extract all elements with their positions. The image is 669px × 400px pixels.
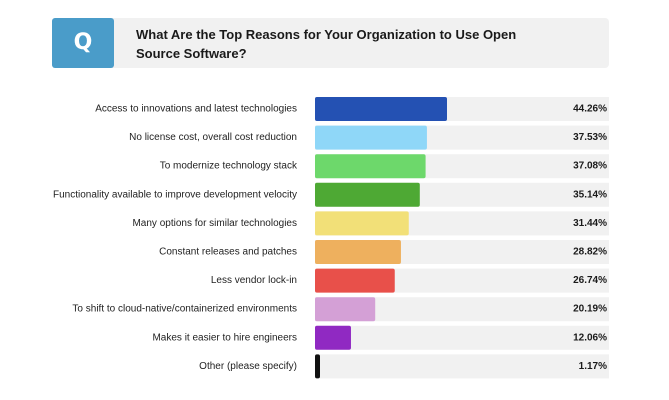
question-badge: Q — [52, 18, 114, 68]
category-label: To shift to cloud-native/containerized e… — [72, 304, 297, 315]
category-label: Constant releases and patches — [159, 247, 297, 258]
category-label: Less vendor lock-in — [211, 275, 297, 286]
bar — [315, 354, 320, 379]
value-label: 12.06% — [573, 332, 607, 343]
question-header: Q What Are the Top Reasons for Your Orga… — [52, 18, 609, 68]
bar — [315, 154, 426, 179]
bar — [315, 297, 376, 322]
value-label: 35.14% — [573, 189, 607, 200]
bar — [315, 97, 447, 121]
bar — [315, 182, 420, 207]
bar-track — [315, 325, 609, 350]
category-label: Many options for similar technologies — [132, 218, 297, 229]
bar — [315, 240, 401, 264]
value-label: 37.08% — [573, 161, 607, 172]
value-label: 26.74% — [573, 275, 607, 286]
value-label: 20.19% — [573, 304, 607, 315]
bar — [315, 125, 427, 150]
bar — [315, 211, 409, 236]
bar — [315, 268, 395, 293]
category-label: Functionality available to improve devel… — [53, 189, 297, 200]
chart-title: What Are the Top Reasons for Your Organi… — [136, 27, 517, 61]
value-label: 1.17% — [579, 361, 607, 372]
bar-track — [315, 354, 609, 379]
category-label: Access to innovations and latest technol… — [95, 104, 297, 115]
category-label: Other (please specify) — [199, 361, 297, 372]
category-label: No license cost, overall cost reduction — [129, 132, 297, 143]
value-label: 37.53% — [573, 132, 607, 143]
category-label: To modernize technology stack — [160, 161, 298, 172]
bar — [315, 325, 351, 350]
value-label: 31.44% — [573, 218, 607, 229]
value-label: 28.82% — [573, 247, 607, 258]
category-label: Makes it easier to hire engineers — [152, 332, 297, 343]
value-label: 44.26% — [573, 104, 607, 115]
